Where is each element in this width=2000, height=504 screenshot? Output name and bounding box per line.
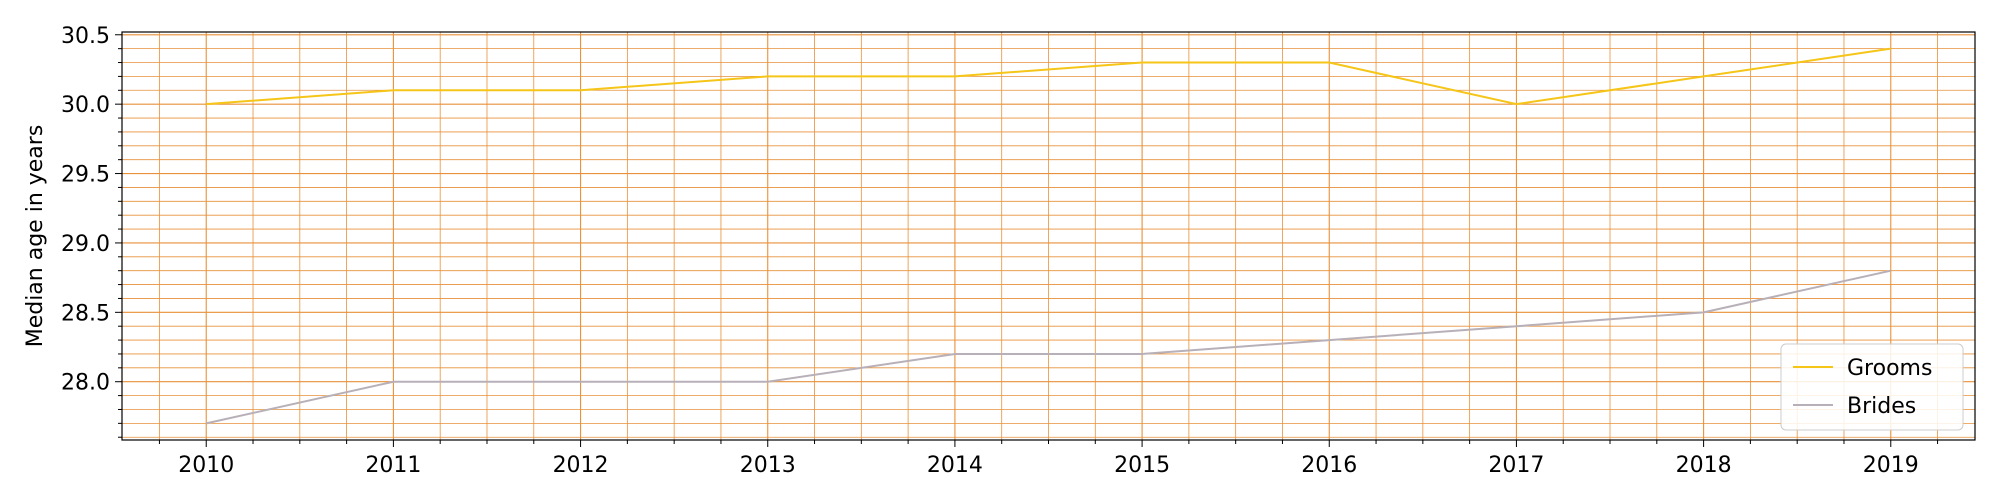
y-tick-label: 29.0 [61,232,110,257]
x-tick-label: 2016 [1301,453,1357,478]
x-tick-label: 2010 [178,453,234,478]
x-tick-label: 2011 [365,453,421,478]
x-tick-label: 2012 [553,453,609,478]
y-tick-label: 29.5 [61,163,110,188]
x-tick-label: 2018 [1676,453,1732,478]
legend-label-brides: Brides [1847,394,1916,419]
y-axis-label: Median age in years [23,125,48,348]
x-tick-label: 2017 [1488,453,1544,478]
legend: Grooms Brides [1781,344,1963,430]
x-tick-label: 2013 [740,453,796,478]
y-tick-label: 30.5 [61,24,110,49]
y-tick-label: 28.5 [61,301,110,326]
y-tick-label: 28.0 [61,371,110,396]
y-tick-label: 30.0 [61,93,110,118]
x-tick-label: 2015 [1114,453,1170,478]
legend-label-grooms: Grooms [1847,356,1932,381]
x-tick-label: 2014 [927,453,983,478]
x-tick-label: 2019 [1863,453,1919,478]
